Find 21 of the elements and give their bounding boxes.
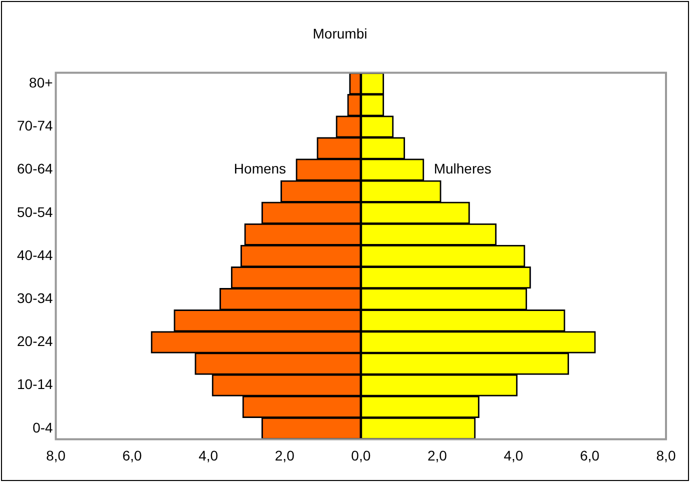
y-tick-label: 0-4 — [32, 419, 54, 436]
y-tick-label: 20-24 — [16, 333, 54, 350]
x-tick-label: 6,0 — [122, 447, 142, 464]
y-tick-label: 50-54 — [16, 204, 54, 220]
series-label: Mulheres — [434, 160, 492, 177]
series-label: Homens — [234, 160, 286, 177]
x-tick-label: 4,0 — [504, 447, 524, 464]
x-tick-label: 6,0 — [580, 447, 600, 464]
chart-title: Morumbi — [312, 25, 368, 42]
x-tick-label: 8,0 — [656, 447, 676, 464]
x-tick-label: 0,0 — [351, 447, 371, 464]
x-tick-label: 4,0 — [198, 447, 218, 464]
y-tick-label: 60-64 — [16, 160, 54, 177]
y-tick-label: 80+ — [29, 74, 53, 90]
y-tick-label: 10-14 — [16, 376, 54, 392]
x-tick-label: 2,0 — [274, 447, 295, 464]
y-tick-label: 70-74 — [16, 118, 54, 134]
y-tick-label: 40-44 — [16, 246, 54, 263]
x-tick-label: 2,0 — [427, 447, 448, 464]
x-tick-label: 8,0 — [46, 447, 66, 464]
y-tick-label: 30-34 — [16, 290, 54, 306]
